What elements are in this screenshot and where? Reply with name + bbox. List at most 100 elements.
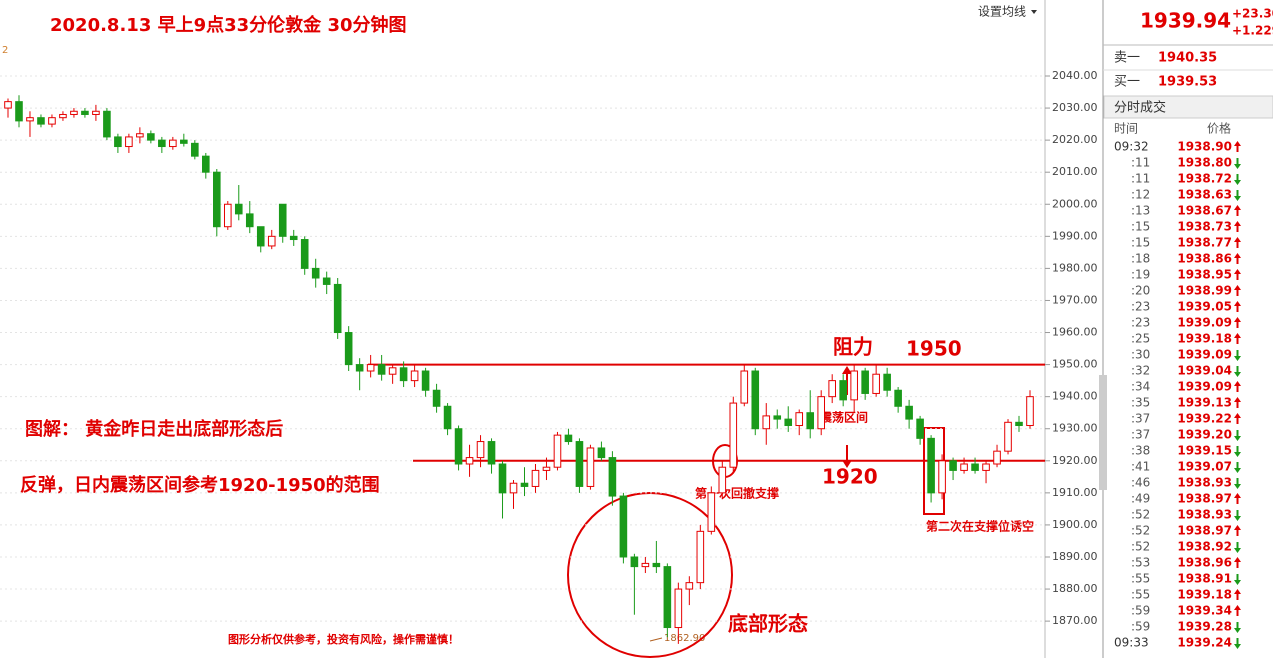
- trade-time: :55: [1131, 572, 1150, 586]
- trade-arrow: [1234, 525, 1241, 536]
- sell-price: 1940.35: [1158, 51, 1217, 66]
- candle-body: [894, 389, 902, 407]
- candle-body: [4, 101, 12, 109]
- candle-body: [125, 136, 133, 148]
- candle-body: [454, 428, 463, 465]
- candle-body: [410, 370, 419, 382]
- trade-price: 1938.93: [1177, 508, 1232, 522]
- candle-body: [1015, 421, 1023, 427]
- trade-arrow: [1234, 333, 1241, 344]
- candle-body: [696, 530, 705, 584]
- trade-price: 1938.67: [1177, 204, 1232, 218]
- trade-arrow: [1234, 221, 1241, 232]
- trade-arrow: [1234, 542, 1241, 553]
- col-time: 时间: [1114, 122, 1138, 136]
- trade-time: :11: [1131, 172, 1150, 186]
- trade-price: 1938.72: [1177, 172, 1232, 186]
- trade-price: 1938.77: [1177, 236, 1232, 250]
- candle-body: [180, 139, 188, 144]
- resistance-label: 阻力: [833, 335, 873, 359]
- candle-body: [212, 171, 221, 228]
- col-price: 价格: [1207, 121, 1231, 136]
- trade-price: 1938.91: [1177, 572, 1232, 586]
- candle-body: [476, 441, 485, 459]
- trade-price: 1939.05: [1177, 300, 1232, 314]
- candle-body: [850, 370, 858, 401]
- trade-time: :30: [1131, 348, 1150, 362]
- trade-arrow: [1234, 381, 1241, 392]
- trade-price: 1938.73: [1177, 220, 1232, 234]
- trade-arrow: [1234, 446, 1241, 457]
- note: 反弹，日内震荡区间参考1920-1950的范围: [20, 474, 380, 496]
- trade-price: 1939.22: [1177, 412, 1232, 426]
- arrow-head: [842, 366, 852, 374]
- candle-body: [982, 463, 990, 471]
- first-support-label: 第一次回撤支撑: [695, 486, 779, 501]
- trade-time: :59: [1131, 604, 1150, 618]
- candle-body: [795, 412, 804, 427]
- disclaimer: 图形分析仅供参考，投资有风险，操作需谨慎！: [228, 632, 459, 646]
- trade-time: :46: [1131, 476, 1150, 490]
- trade-arrow: [1234, 205, 1241, 216]
- trade-time: :19: [1131, 268, 1150, 282]
- y-tick-label: 1970.00: [1052, 293, 1098, 306]
- trade-price: 1939.18: [1177, 332, 1232, 346]
- trade-time: :59: [1131, 620, 1150, 634]
- support-value: 1920: [822, 465, 878, 489]
- trade-arrow: [1234, 269, 1241, 280]
- ma-setting[interactable]: 设置均线: [978, 5, 1026, 19]
- candle-body: [465, 457, 474, 465]
- candle-body: [377, 364, 386, 375]
- trade-arrow: [1234, 317, 1241, 328]
- candle-body: [905, 405, 913, 420]
- trade-price: 1939.15: [1177, 444, 1232, 458]
- candle-body: [1026, 396, 1034, 427]
- candle-body: [311, 267, 320, 279]
- candle-body: [652, 562, 661, 568]
- trade-price: 1938.86: [1177, 252, 1232, 266]
- trade-price: 1938.96: [1177, 556, 1232, 570]
- candle-body: [1004, 421, 1012, 452]
- candle-body: [333, 283, 342, 334]
- trade-arrow: [1234, 158, 1241, 169]
- candle-body: [202, 155, 210, 173]
- trade-arrow: [1234, 413, 1241, 424]
- candle-body: [971, 463, 979, 471]
- candle-body: [234, 203, 243, 215]
- candle-body: [344, 332, 353, 366]
- candle-body: [37, 117, 45, 125]
- candle-body: [70, 110, 78, 115]
- scrollbar[interactable]: [1099, 375, 1107, 490]
- trade-price: 1939.34: [1177, 604, 1232, 618]
- trade-time: :23: [1131, 316, 1150, 330]
- candle-body: [949, 460, 957, 471]
- candle-body: [828, 380, 836, 398]
- candle-body: [158, 139, 166, 148]
- candle-body: [564, 434, 573, 443]
- trade-price: 1938.99: [1177, 284, 1232, 298]
- section-header: [1103, 95, 1273, 119]
- trade-time: :15: [1131, 236, 1150, 250]
- last-price: 1939.94: [1140, 9, 1231, 33]
- y-tick-label: 1900.00: [1052, 518, 1098, 531]
- candle-body: [806, 412, 815, 430]
- trade-time: :32: [1131, 364, 1150, 378]
- candle-body: [663, 566, 672, 629]
- candle-body: [289, 235, 298, 241]
- candle-body: [432, 389, 441, 407]
- candle-body: [872, 373, 880, 394]
- trade-time: :15: [1131, 220, 1150, 234]
- y-tick-label: 1980.00: [1052, 261, 1098, 274]
- trade-time: :38: [1131, 444, 1150, 458]
- trade-time: :23: [1131, 300, 1150, 314]
- y-tick-label: 2040.00: [1052, 69, 1098, 82]
- change-pct: +1.229: [1232, 24, 1273, 38]
- trade-time: :11: [1131, 156, 1150, 170]
- trades-title: 分时成交: [1114, 100, 1166, 116]
- candle-body: [399, 367, 408, 382]
- trade-time: :49: [1131, 492, 1150, 506]
- y-tick-label: 2000.00: [1052, 197, 1098, 210]
- trade-arrow: [1234, 638, 1241, 649]
- candle-body: [520, 482, 529, 487]
- trade-arrow: [1234, 301, 1241, 312]
